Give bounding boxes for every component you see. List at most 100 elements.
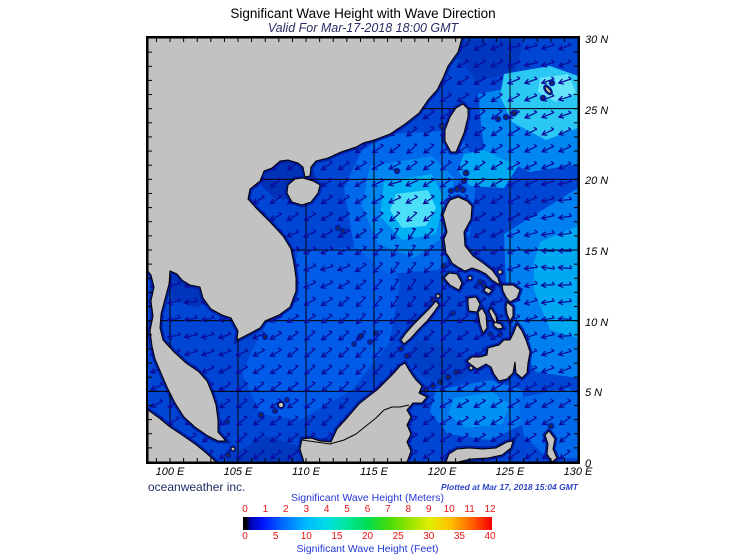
lon-label-110E: 110 E: [292, 466, 320, 478]
wave-patch-celebes-core: [448, 392, 510, 428]
island-sulu: [424, 388, 428, 392]
island-sulu: [454, 370, 458, 374]
land-masbate: [483, 286, 493, 295]
island-spratly: [359, 334, 363, 338]
island-con-son: [263, 335, 267, 339]
island-lingga: [226, 453, 230, 457]
land-bohol: [493, 321, 504, 330]
colorbar-feet-tick-40: 40: [484, 531, 496, 542]
colorbar-meters-tick-9: 9: [425, 504, 432, 515]
wave-patch-karimata-dark: [226, 436, 300, 461]
lon-label-130E: 130 E: [563, 466, 593, 478]
land-cebu: [488, 307, 498, 326]
island-pratas: [395, 169, 399, 173]
island-balabac: [399, 347, 403, 351]
colorbar-title-meters: Significant Wave Height (Meters): [290, 492, 445, 504]
colorbar-meters-tick-1: 1: [262, 504, 269, 515]
island-ishigaki: [496, 117, 500, 121]
page-title: Significant Wave Height with Wave Direct…: [230, 6, 496, 21]
credit-plotted-at: Plotted at Mar 17, 2018 15:04 GMT: [441, 482, 578, 492]
island-cuyo: [452, 312, 454, 314]
island-paracel: [336, 226, 340, 230]
land-taiwan: [444, 103, 469, 153]
island-basilan: [468, 365, 474, 371]
colorbar-meters-tick-4: 4: [323, 504, 330, 515]
island-lubang: [442, 264, 446, 268]
lat-label-30N: 30 N: [585, 34, 609, 46]
credit-oceanweather: oceanweather inc.: [148, 480, 246, 494]
land-hainan: [286, 177, 321, 206]
colorbar-meters-tick-0: 0: [242, 504, 248, 515]
island-miyako: [512, 111, 516, 115]
island-camiguin: [499, 334, 501, 336]
island-natuna: [286, 399, 288, 401]
frame-degree-ticks: [148, 38, 578, 462]
colorbar-feet-tick-0: 0: [242, 531, 248, 542]
colorbar-meters-tick-11: 11: [464, 504, 475, 515]
lat-label-15N: 15 N: [585, 246, 609, 258]
colorbar-meters-tick-12: 12: [484, 504, 496, 515]
land-negros: [477, 307, 488, 334]
lon-label-115E: 115 E: [360, 466, 388, 478]
lat-label-5N: 5 N: [585, 387, 603, 400]
island-banggi: [405, 354, 409, 358]
land-leyte: [505, 301, 514, 322]
wave-patch-china-coast-dark: [456, 40, 524, 82]
land-halmahera: [544, 430, 558, 462]
colorbar-gradient: [243, 517, 492, 530]
island-okinawa: [544, 86, 552, 94]
island-batanes: [462, 179, 466, 183]
island-marinduque: [467, 275, 473, 281]
land-palawan: [400, 300, 440, 345]
land-mainland-asia: [148, 38, 463, 442]
wave-patch-pacific-streak: [534, 226, 578, 338]
lon-label-120E: 120 E: [427, 466, 457, 478]
colorbar-feet-tick-15: 15: [331, 531, 343, 542]
land-masses: [148, 38, 558, 462]
island-sulu: [431, 384, 435, 388]
lon-label-125E: 125 E: [495, 466, 525, 478]
colorbar-title-feet: Significant Wave Height (Feet): [296, 543, 439, 555]
island-okinawa: [541, 96, 545, 100]
island-spratly: [369, 341, 371, 343]
island-babuyan: [449, 189, 453, 193]
map-frame: [146, 36, 580, 464]
colorbar-feet-tick-10: 10: [300, 531, 312, 542]
island-okinawa: [550, 81, 554, 85]
island-penghu: [440, 124, 444, 128]
small-islands: [226, 81, 554, 457]
colorbar-feet-tick-30: 30: [423, 531, 435, 542]
island-morotai: [549, 424, 553, 428]
colorbar-feet-tick-35: 35: [453, 531, 465, 542]
island-babuyan: [455, 187, 459, 191]
island-natuna: [273, 409, 277, 413]
valid-time-subtitle: Valid For Mar-17-2018 18:00 GMT: [267, 21, 459, 35]
island-siquijor: [489, 333, 491, 335]
island-riau: [230, 446, 236, 452]
island-calamian: [431, 298, 435, 302]
island-tioman: [226, 421, 228, 423]
island-spratly: [375, 332, 377, 334]
island-calamian: [435, 293, 441, 299]
island-sulu: [438, 380, 442, 384]
colorbar-meters-tick-3: 3: [303, 504, 310, 515]
colorbar-meters-tick-10: 10: [443, 504, 455, 515]
land-panay: [467, 296, 481, 313]
land-sulawesi: [445, 440, 514, 462]
colorbar-meters-tick-5: 5: [344, 504, 350, 515]
island-batanes: [464, 171, 468, 175]
island-natuna: [278, 402, 284, 408]
lat-label-0: 0: [585, 458, 592, 470]
colorbar-feet-tick-25: 25: [392, 531, 404, 542]
lat-label-25N: 25 N: [585, 104, 609, 117]
land-sumatra: [148, 409, 217, 462]
border-borneo: [301, 404, 410, 445]
colorbar-feet-tick-5: 5: [272, 531, 279, 542]
lat-label-10N: 10 N: [585, 316, 609, 329]
lon-label-105E: 105 E: [223, 466, 253, 478]
colorbar-meters-tick-7: 7: [385, 504, 391, 515]
colorbar-feet-tick-20: 20: [361, 531, 374, 542]
island-paracel: [342, 230, 344, 232]
island-sulu: [446, 375, 450, 379]
